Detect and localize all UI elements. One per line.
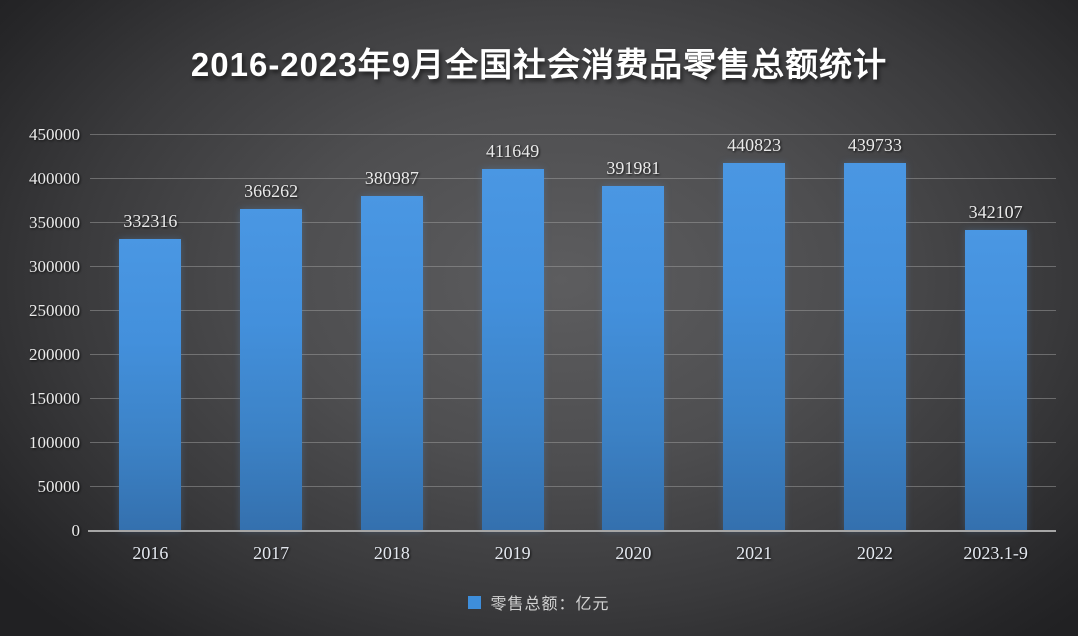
gridline bbox=[90, 178, 1056, 179]
y-axis-tick-label: 400000 bbox=[29, 169, 80, 188]
bar-chart-plot-area: 332316 366262 380987 411649 391981 440823 4397… bbox=[88, 134, 1056, 532]
x-axis-category-label: 2016 bbox=[132, 543, 169, 563]
gridline bbox=[90, 134, 1056, 135]
bar-column: 366262 bbox=[211, 135, 332, 531]
gridline bbox=[90, 442, 1056, 443]
bar-column: 411649 bbox=[452, 135, 573, 531]
bar-column: 342107 bbox=[935, 135, 1056, 531]
bars-container: 332316 366262 380987 411649 391981 440823 4397… bbox=[90, 135, 1056, 531]
gridline bbox=[90, 266, 1056, 268]
y-axis-tick-label: 300000 bbox=[29, 257, 80, 277]
bar bbox=[843, 163, 906, 531]
y-axis-tick-label: 50000 bbox=[37, 477, 81, 496]
bar-data-label: 439733 bbox=[847, 135, 902, 155]
x-axis-category-label: 2020 bbox=[615, 543, 652, 563]
bar-column: 439733 bbox=[815, 135, 936, 531]
bar-data-label: 411649 bbox=[485, 140, 540, 161]
x-axis-labels: 2016 2017 2018 2019 2020 2021 2022 2023.1-9 bbox=[90, 543, 1056, 564]
bar-data-label: 440823 bbox=[727, 135, 782, 155]
y-axis-tick-label: 0 bbox=[71, 521, 81, 540]
bar bbox=[723, 163, 786, 531]
bar-data-label: 366262 bbox=[244, 180, 299, 201]
bar bbox=[119, 238, 182, 531]
y-axis-tick-label: 450000 bbox=[29, 125, 80, 144]
x-axis-category-label: 2017 bbox=[253, 543, 290, 563]
legend: 零售总额：亿元 bbox=[0, 590, 1078, 614]
bar bbox=[602, 186, 665, 531]
y-axis-tick-label: 200000 bbox=[29, 345, 80, 364]
legend-swatch-icon bbox=[468, 595, 482, 609]
x-axis-category-label: 2023.1-9 bbox=[963, 543, 1028, 563]
x-axis-category-label: 2018 bbox=[373, 543, 410, 563]
legend-label: 零售总额：亿元 bbox=[490, 596, 610, 613]
x-axis-category-label: 2021 bbox=[736, 543, 773, 563]
bar-data-label: 332316 bbox=[123, 210, 178, 231]
gridline bbox=[90, 222, 1056, 223]
y-axis-tick-labels: 0 50000 100000 150000 200000 250000 300000 3500… bbox=[0, 125, 81, 540]
bar bbox=[964, 229, 1027, 531]
x-axis-line bbox=[88, 530, 1056, 532]
bar-column: 332316 bbox=[90, 135, 211, 531]
bar bbox=[481, 168, 544, 531]
y-axis-tick-label: 350000 bbox=[29, 213, 80, 232]
bar-column: 440823 bbox=[694, 135, 815, 531]
x-axis-category-label: 2022 bbox=[856, 543, 893, 563]
bar-column: 380987 bbox=[332, 135, 453, 531]
bar bbox=[240, 208, 303, 531]
gridline bbox=[90, 486, 1056, 487]
bar-column: 391981 bbox=[573, 135, 694, 531]
y-axis-tick-label: 150000 bbox=[29, 389, 80, 409]
gridline bbox=[90, 354, 1056, 355]
bar-data-label: 380987 bbox=[364, 167, 419, 188]
chart-title: 2016-2023年9月全国社会消费品零售总额统计 bbox=[190, 46, 888, 83]
gridline bbox=[90, 310, 1056, 311]
gridline bbox=[90, 398, 1056, 400]
bar-data-label: 342107 bbox=[968, 201, 1023, 222]
bar-data-label: 391981 bbox=[606, 158, 661, 179]
y-axis-tick-label: 100000 bbox=[29, 433, 80, 452]
x-axis-category-label: 2019 bbox=[494, 543, 531, 563]
y-axis-tick-label: 250000 bbox=[29, 301, 80, 320]
bar bbox=[360, 195, 423, 531]
